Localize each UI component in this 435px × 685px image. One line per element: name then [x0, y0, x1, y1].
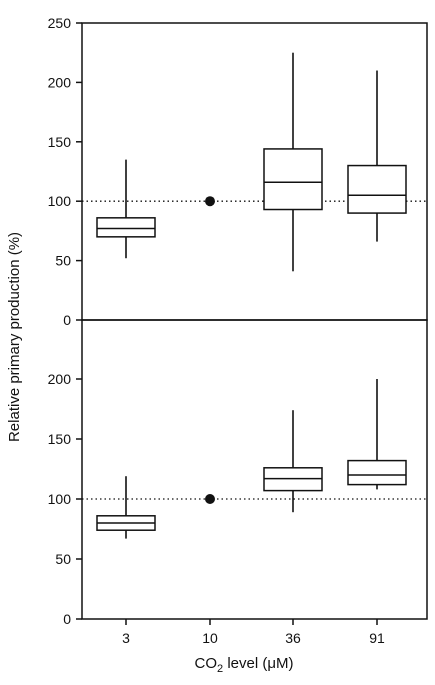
top-panel: 0 50 100 150 200 250 — [48, 15, 428, 328]
control-point — [205, 196, 215, 207]
bottom-panel: 0 50 100 150 200 — [48, 319, 428, 627]
y-tick-label: 100 — [48, 491, 72, 507]
x-tick-label: 91 — [369, 630, 385, 646]
y-tick-label: 50 — [55, 551, 71, 567]
x-tick-label: 3 — [122, 630, 130, 646]
y-tick-label: 100 — [48, 193, 72, 209]
box-iqr — [263, 148, 323, 211]
panel-frame — [81, 319, 428, 620]
x-axis: 3 10 36 91 — [122, 619, 385, 646]
x-axis-title: CO2 level (μM) — [195, 655, 294, 675]
box-iqr — [347, 459, 407, 486]
y-tick-label: 0 — [63, 611, 71, 627]
x-tick-label: 10 — [202, 630, 218, 646]
y-tick-label: 150 — [48, 431, 72, 447]
box-iqr — [347, 164, 407, 214]
y-tick-label: 200 — [48, 74, 72, 90]
y-axis-title: Relative primary production (%) — [6, 232, 23, 442]
box-iqr — [96, 217, 156, 238]
y-tick-label: 150 — [48, 134, 72, 150]
y-tick-label: 0 — [63, 312, 71, 328]
y-tick-label: 50 — [55, 253, 71, 269]
control-point — [205, 494, 215, 504]
x-tick-label: 36 — [285, 630, 301, 646]
y-tick-label: 200 — [48, 371, 72, 387]
y-tick-label: 250 — [48, 15, 72, 31]
